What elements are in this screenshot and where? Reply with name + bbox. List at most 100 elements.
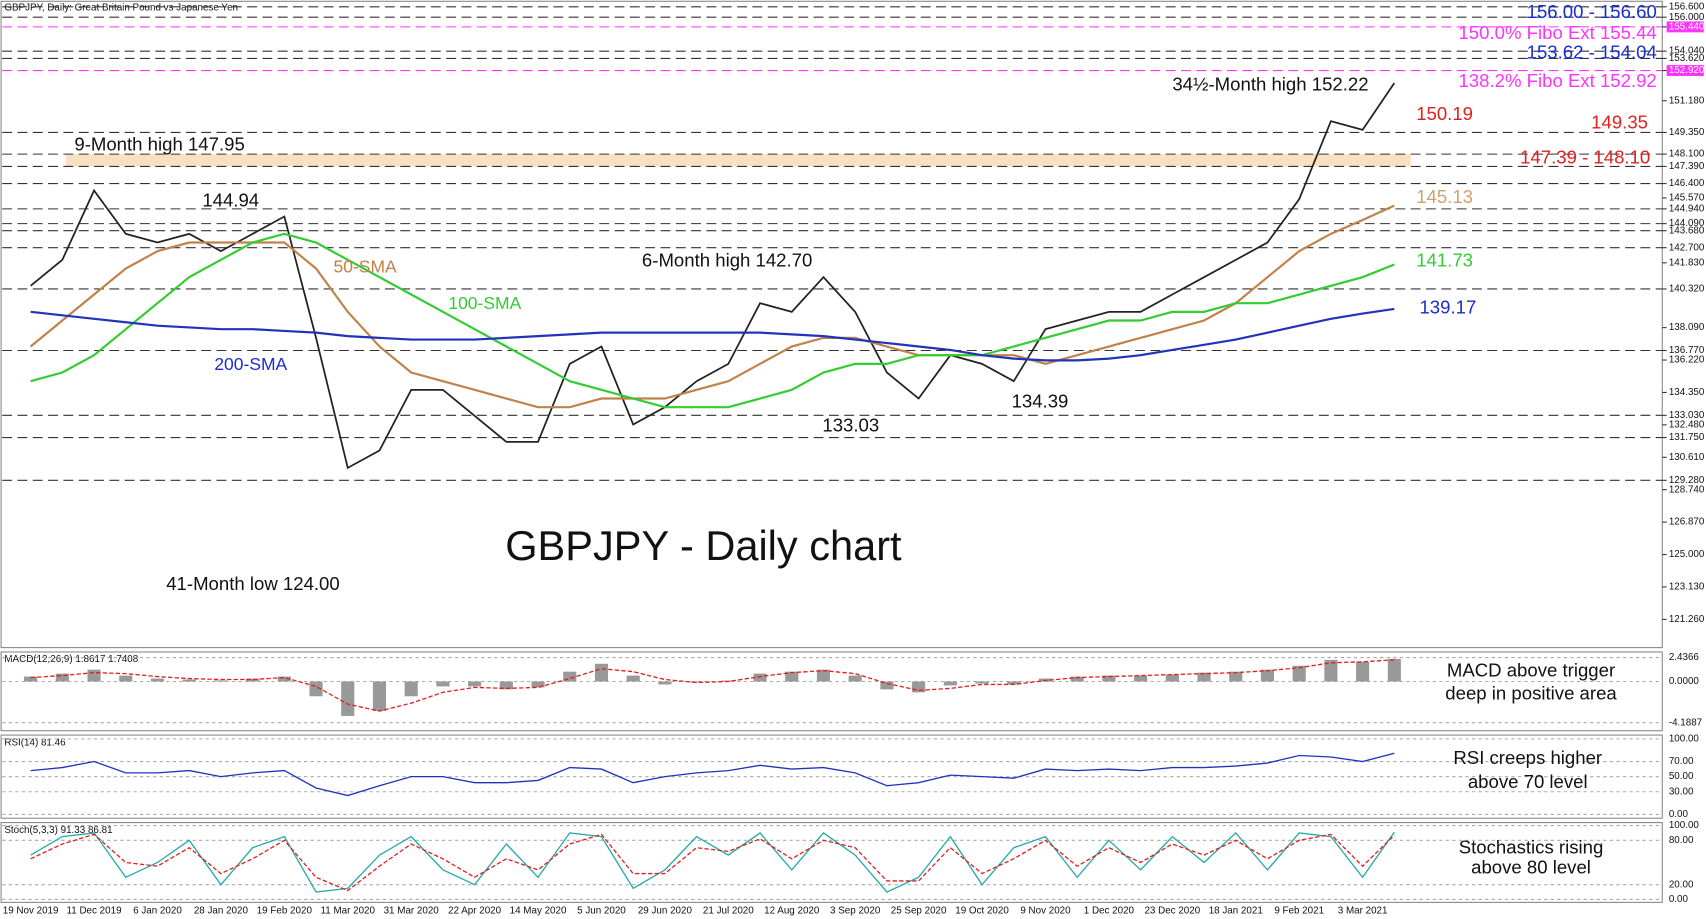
y-tick-label: 123.130 — [1669, 582, 1705, 593]
y-tick-label: 126.870 — [1669, 517, 1705, 528]
x-tick-label: 3 Mar 2021 — [1338, 906, 1388, 917]
y-tick-label: 152.920 — [1669, 65, 1705, 76]
price-line — [30, 82, 1396, 470]
annotation: GBPJPY - Daily chart — [505, 522, 902, 569]
x-tick-label: 6 Jan 2020 — [133, 906, 182, 917]
macd-bar — [1387, 658, 1401, 682]
y-tick-label: 132.480 — [1669, 419, 1705, 430]
macd-bar — [1007, 681, 1021, 685]
y-tick-label: 134.350 — [1669, 387, 1705, 398]
y-tick-label: 148.100 — [1669, 149, 1705, 160]
macd-bar — [436, 681, 450, 687]
macd-bar — [975, 681, 989, 684]
indicator-line — [30, 752, 1395, 797]
annotation: 149.35 — [1591, 112, 1648, 133]
annotation: 147.39 - 148.10 — [1520, 147, 1650, 168]
panel-tick-label: 2.4366 — [1669, 652, 1700, 663]
macd-bar — [404, 681, 418, 697]
y-tick-label: 156.000 — [1669, 12, 1705, 23]
x-tick-label: 11 Mar 2020 — [321, 906, 376, 917]
panel-tick-label: 30.00 — [1669, 786, 1694, 797]
y-tick-label: 141.830 — [1669, 257, 1705, 268]
annotation: 144.94 — [202, 189, 259, 210]
y-tick-label: 133.030 — [1669, 410, 1705, 421]
macd-bar — [1102, 675, 1116, 682]
x-tick-label: 9 Nov 2020 — [1020, 906, 1071, 917]
annotation: 150.0% Fibo Ext 155.44 — [1458, 22, 1656, 43]
y-tick-label: 130.610 — [1669, 452, 1705, 463]
panel-tick-label: 100.00 — [1669, 820, 1700, 831]
panel-title: Stoch(5,3,3) 91.33 86.81 — [4, 825, 112, 836]
annotation: 50-SMA — [334, 257, 397, 277]
macd-frame — [0, 651, 1663, 732]
y-tick-label: 144.940 — [1669, 203, 1705, 214]
panel-tick-label: 50.00 — [1669, 771, 1694, 782]
annotation: 138.2% Fibo Ext 152.92 — [1458, 70, 1656, 91]
sma-line — [30, 232, 1395, 409]
annotation: 141.73 — [1416, 249, 1473, 270]
indicator-line — [30, 833, 1395, 892]
annotation: 9-Month high 147.95 — [74, 134, 244, 155]
x-tick-label: 14 May 2020 — [510, 906, 567, 917]
annotation: 133.03 — [822, 415, 879, 436]
sma-line — [30, 307, 1395, 362]
y-tick-label: 136.770 — [1669, 345, 1705, 356]
panel-tick-label: 0.00 — [1669, 809, 1689, 820]
macd-bar — [1165, 674, 1179, 682]
macd-bar — [943, 681, 957, 686]
macd-bar — [150, 678, 165, 682]
panel-tick-label: 0.00 — [1669, 894, 1689, 905]
y-tick-label: 144.090 — [1669, 218, 1705, 229]
macd-bar — [1229, 671, 1243, 682]
panel-tick-label: 70.00 — [1669, 756, 1694, 767]
macd-bar — [1197, 672, 1211, 682]
y-tick-label: 140.320 — [1669, 284, 1705, 295]
macd-bar — [182, 679, 196, 682]
macd-bar — [531, 681, 545, 688]
y-tick-label: 153.620 — [1669, 53, 1705, 64]
annotation: above 70 level — [1468, 771, 1588, 792]
panel-tick-label: -4.1887 — [1669, 717, 1702, 728]
macd-bar — [372, 681, 387, 712]
y-tick-label: 145.570 — [1669, 193, 1705, 204]
annotation: 139.17 — [1419, 296, 1476, 317]
panel-title: MACD(12,26,9) 1.8617 1.7408 — [4, 654, 138, 665]
y-tick-label: 125.000 — [1669, 549, 1705, 560]
indicator-line — [30, 659, 1395, 712]
macd-bar — [848, 675, 862, 682]
indicator-line — [30, 831, 1395, 893]
annotation: 156.00 - 156.60 — [1527, 1, 1657, 22]
y-tick-highlight — [1666, 21, 1704, 33]
macd-bar — [341, 681, 355, 716]
macd-bar — [214, 680, 228, 682]
macd-bar — [1260, 669, 1275, 682]
x-tick-label: 25 Sep 2020 — [891, 906, 947, 917]
macd-bar — [912, 681, 926, 693]
macd-bar — [55, 673, 69, 682]
annotation: 150.19 — [1416, 103, 1473, 124]
x-tick-label: 22 Apr 2020 — [448, 906, 502, 917]
macd-bar — [246, 678, 260, 682]
x-tick-label: 31 Mar 2020 — [384, 906, 440, 917]
chart-title: GBPJPY, Daily: Great Britain Pound vs Ja… — [4, 2, 238, 13]
annotation: deep in positive area — [1445, 683, 1617, 704]
annotation: 153.62 - 154.04 — [1527, 42, 1657, 63]
annotation: 145.13 — [1416, 186, 1473, 207]
annotation: RSI creeps higher — [1453, 747, 1602, 768]
x-tick-label: 11 Dec 2019 — [67, 906, 122, 917]
y-tick-label: 146.400 — [1669, 178, 1705, 189]
y-tick-label: 154.040 — [1669, 46, 1705, 57]
macd-bar — [468, 681, 482, 687]
macd-bar — [24, 676, 38, 682]
annotation: 41-Month low 124.00 — [166, 573, 340, 594]
macd-bar — [594, 663, 609, 682]
annotation: 134.39 — [1012, 391, 1069, 412]
macd-bar — [658, 681, 672, 685]
x-tick-label: 19 Nov 2019 — [3, 906, 59, 917]
y-tick-label: 121.260 — [1669, 614, 1705, 625]
annotation: Stochastics rising — [1459, 837, 1604, 858]
y-tick-label: 155.440 — [1669, 21, 1705, 32]
rsi-frame — [0, 734, 1663, 819]
macd-bar — [1292, 665, 1306, 682]
